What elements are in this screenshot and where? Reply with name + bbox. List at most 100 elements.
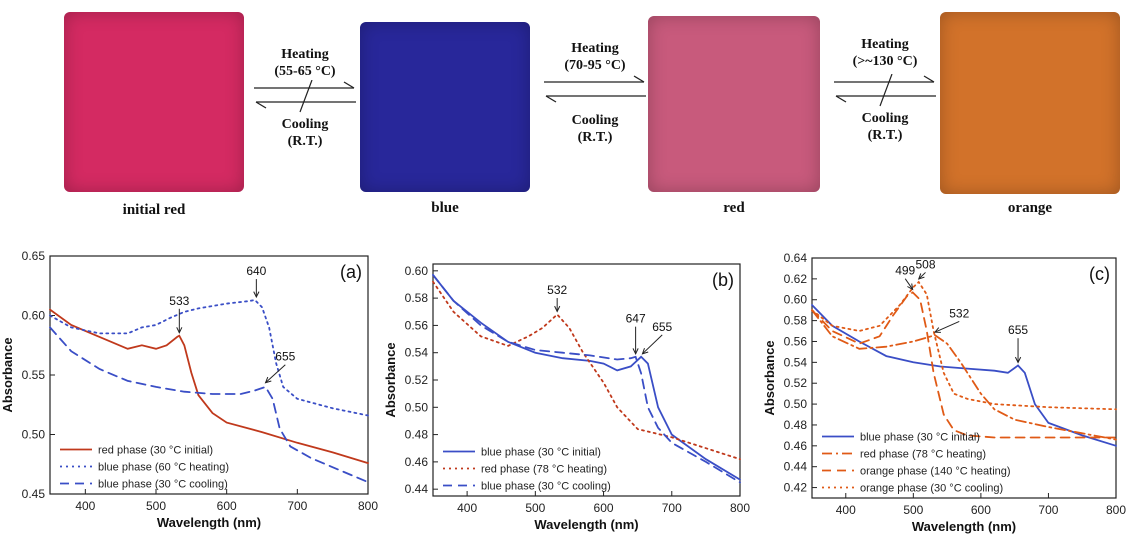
chart-2-y-tick-label: 0.54: [405, 346, 429, 360]
chart-3-series-2-line: [811, 309, 1117, 441]
chart-1-annotation-arrowhead: [253, 291, 260, 299]
chart-3-series-1-line: [811, 304, 1117, 447]
chart-3-x-tick-label: 600: [971, 503, 991, 517]
chart-2-x-axis-label: Wavelength (nm): [534, 517, 638, 532]
cooling-label: Cooling: [571, 113, 619, 128]
chart-1-legend-label: blue phase (30 °C cooling): [98, 479, 228, 491]
chart-2-plot-frame: [432, 263, 741, 497]
chart-2-y-tick-label: 0.60: [405, 264, 429, 278]
chart-2-series-1-line: [432, 273, 741, 481]
chart-2-x-tick-label: 800: [730, 501, 750, 515]
chart-3-y-tick-label: 0.44: [784, 460, 808, 474]
chart-2-panel-label: (b): [712, 270, 734, 290]
transition-3: Heating (>~130 °C) Cooling (R.T.): [830, 36, 940, 176]
chart-1-legend-label: blue phase (60 °C heating): [98, 462, 229, 474]
chart-3-legend-label: blue phase (30 °C initial): [860, 432, 980, 444]
chart-1-series-2-line: [49, 299, 369, 417]
heating-temperature: (>~130 °C): [852, 54, 918, 69]
chart-1-plot-frame: [49, 255, 369, 495]
chart-3-y-tick-label: 0.64: [784, 251, 808, 265]
chart-3-series-4-line: [811, 280, 1117, 411]
chart-3-x-tick-label: 700: [1038, 503, 1058, 517]
chart-1-x-tick-label: 500: [146, 499, 166, 513]
equilibrium-arrows: [544, 75, 646, 103]
chart-2-annotation-arrowhead: [554, 305, 561, 313]
chart-3-y-tick-label: 0.54: [784, 355, 808, 369]
chart-3-y-tick-label: 0.60: [784, 293, 808, 307]
heating-temperature: (70-95 °C): [564, 58, 626, 73]
chart-3-x-tick-label: 500: [903, 503, 923, 517]
transition-1: Heating (55-65 °C) Cooling (R.T.): [250, 40, 360, 180]
chart-1-annotation-arrowhead: [176, 327, 183, 334]
chart-3-panel-label: (c): [1089, 264, 1110, 284]
chart-3-annotation-label: 655: [1008, 323, 1028, 337]
chart-3-annotation-arrowhead: [917, 273, 925, 280]
chart-3-y-tick-label: 0.42: [784, 481, 808, 495]
chart-1-series-3-line: [49, 326, 369, 484]
chart-3-annotation-arrow: [918, 272, 926, 280]
heating-label: Heating: [281, 47, 329, 62]
chart-2-annotation-label: 532: [547, 283, 567, 297]
sample-label-blue: blue: [431, 200, 459, 216]
cooling-label: Cooling: [281, 117, 329, 132]
chart-3-y-tick-label: 0.48: [784, 418, 808, 432]
chart-2-y-tick-label: 0.56: [405, 318, 429, 332]
equilibrium-arrows: [834, 74, 936, 107]
chart-2-annotation-label: 647: [626, 312, 646, 326]
chart-1-y-tick-label: 0.55: [22, 368, 46, 382]
chart-1-annotation-arrowhead: [264, 376, 272, 384]
chart-2-y-tick-label: 0.46: [405, 455, 429, 469]
chart-2-x-tick-label: 400: [457, 501, 477, 515]
chart-3-legend-label: red phase (78 °C heating): [860, 449, 986, 461]
chart-1-annotation-label: 533: [169, 294, 189, 308]
chart-2-legend-label: red phase (78 °C heating): [481, 464, 607, 476]
chart-3-series-3-line: [811, 291, 1117, 439]
chart-1-x-tick-label: 800: [358, 499, 378, 513]
chart-2-y-tick-label: 0.44: [405, 482, 429, 496]
cooling-label: Cooling: [861, 111, 909, 126]
sample-label-orange: orange: [1007, 200, 1053, 216]
chart-3-annotation-arrowhead: [933, 327, 941, 333]
chart-2-x-tick-label: 600: [594, 501, 614, 515]
chart-2-legend-label: blue phase (30 °C cooling): [481, 481, 611, 493]
sample-swatch-initial-red: [64, 12, 244, 192]
chart-2-annotation-label: 655: [652, 320, 672, 334]
chart-2-y-tick-label: 0.50: [405, 400, 429, 414]
chart-3-y-tick-label: 0.58: [784, 314, 808, 328]
chart-2-legend-label: blue phase (30 °C initial): [481, 447, 601, 459]
sample-swatch-blue: [360, 22, 530, 192]
chart-1-series-1-line: [49, 308, 369, 465]
chart-2-y-axis-label: Absorbance: [383, 342, 398, 417]
chart-3-y-tick-label: 0.52: [784, 376, 808, 390]
chart-3-y-tick-label: 0.46: [784, 439, 808, 453]
chart-1-annotation-label: 640: [246, 264, 266, 278]
sample-swatch-orange: [940, 12, 1120, 194]
chart-2-annotation-arrowhead: [641, 348, 649, 355]
chart-3-legend-label: orange phase (140 °C heating): [860, 466, 1011, 478]
chart-3-annotation-arrowhead: [1014, 356, 1022, 364]
chart-3-x-tick-label: 800: [1106, 503, 1126, 517]
chart-1-y-axis-label: Absorbance: [0, 337, 15, 412]
cooling-temperature: (R.T.): [867, 128, 903, 143]
heating-label: Heating: [861, 37, 909, 52]
chart-3-annotation-label: 532: [949, 306, 969, 320]
heating-label: Heating: [571, 41, 619, 56]
chart-3-y-tick-label: 0.62: [784, 272, 808, 286]
chart-3-annotation-label: 508: [915, 257, 935, 271]
chart-1-annotation-arrow: [265, 364, 286, 384]
chart-3-annotation-arrow: [934, 321, 960, 333]
chart-1-y-tick-label: 0.45: [22, 487, 46, 501]
cooling-temperature: (R.T.): [577, 130, 613, 145]
chart-3-x-axis-label: Wavelength (nm): [912, 519, 1016, 534]
chart-2-annotation-arrow: [642, 334, 663, 355]
chart-1-x-tick-label: 600: [217, 499, 237, 513]
chart-1-legend-label: red phase (30 °C initial): [98, 445, 213, 457]
sample-swatch-red: [648, 16, 820, 192]
chart-2-series-3-line: [432, 273, 741, 484]
chart-1-x-tick-label: 700: [287, 499, 307, 513]
sample-label-red: red: [723, 200, 745, 216]
chart-3-plot-frame: [811, 257, 1117, 499]
chart-3-annotation-arrow: [904, 278, 914, 290]
